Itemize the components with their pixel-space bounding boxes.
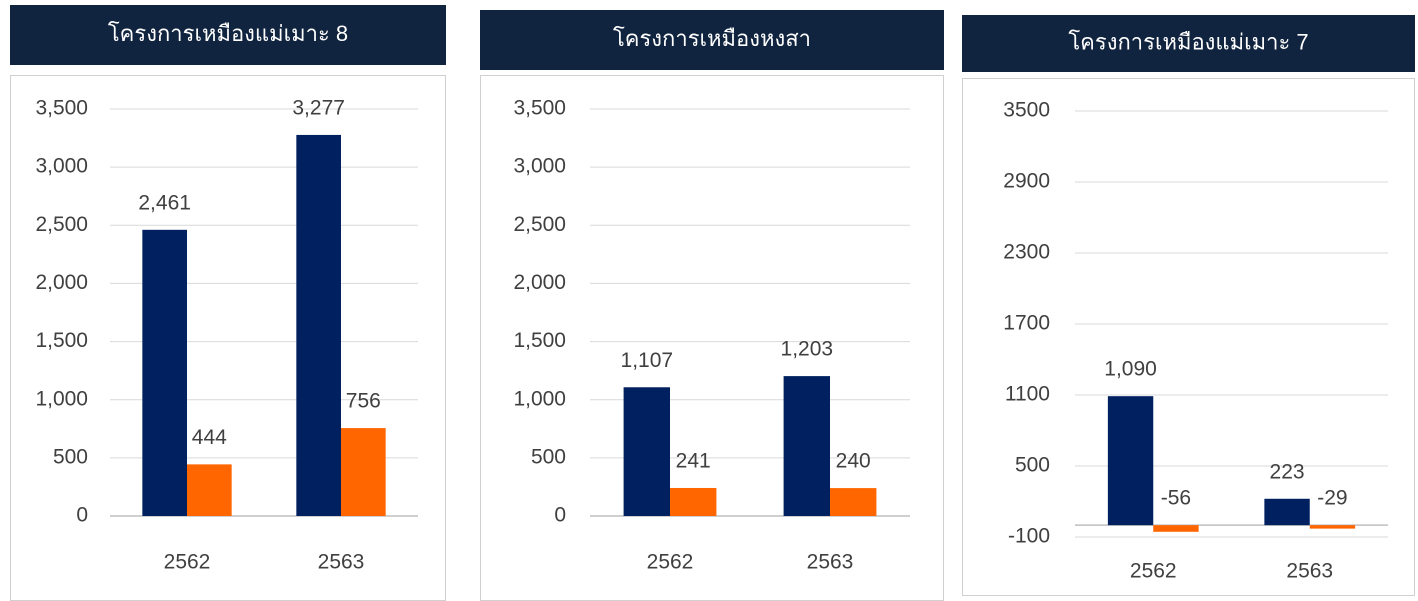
x-tick-label: 2562 [1130,560,1177,583]
data-label: 2,461 [138,191,191,214]
bar [670,487,717,516]
y-tick-label: 2300 [1003,241,1050,264]
y-tick-label: 1,000 [35,387,88,410]
data-label: 1,090 [1104,358,1157,381]
bar [1309,525,1356,529]
chart-title: โครงการเหมืองแม่เมาะ 8 [108,21,348,46]
y-tick-label: 3500 [1003,99,1050,122]
y-tick-label: 500 [53,445,88,468]
chart-title: โครงการเหมืองหงสา [613,26,811,51]
y-tick-label: 1,500 [35,329,88,352]
y-tick-label: 2,500 [35,213,88,236]
bar [341,428,386,516]
y-tick-label: 3,500 [35,97,88,120]
y-tick-label: 0 [554,504,566,527]
bar [623,387,670,516]
title-box [10,5,446,65]
data-label: 240 [836,450,871,473]
data-label: 3,277 [292,96,345,119]
y-tick-label: 2900 [1003,170,1050,193]
bar [1264,498,1310,526]
y-tick-label: 500 [1015,454,1050,477]
y-tick-label: 1,000 [513,387,566,410]
y-tick-label: 3,000 [513,155,566,178]
y-tick-label: 2,500 [513,213,566,236]
x-tick-label: 2562 [164,551,211,574]
panel [962,78,1415,596]
data-label: 444 [192,426,227,449]
bar [783,376,830,516]
y-tick-label: 2,000 [35,271,88,294]
bar [1153,525,1199,532]
bar [187,464,232,516]
data-label: 223 [1270,460,1305,483]
data-label: -29 [1317,487,1347,510]
y-tick-label: 500 [531,445,566,468]
title-box [480,10,944,70]
x-tick-label: 2562 [647,551,694,574]
y-tick-label: 1,500 [513,329,566,352]
y-tick-label: 1700 [1003,312,1050,335]
bar [142,229,187,516]
x-tick-label: 2563 [807,551,854,574]
data-label: 756 [346,390,381,413]
data-label: -56 [1161,487,1191,510]
title-box [962,15,1415,72]
y-tick-label: 1100 [1005,383,1050,406]
bar [1107,396,1154,526]
bar [830,488,877,516]
y-tick-label: 3,500 [513,97,566,120]
data-label: 241 [676,450,711,473]
y-tick-label: -100 [1008,525,1050,548]
x-tick-label: 2563 [1286,560,1333,583]
data-label: 1,203 [781,338,834,361]
x-tick-label: 2563 [318,551,365,574]
bar [296,134,341,517]
y-tick-label: 0 [76,504,88,527]
y-tick-label: 2,000 [513,271,566,294]
data-label: 1,107 [621,349,674,372]
chart-title: โครงการเหมืองแม่เมาะ 7 [1068,29,1308,54]
y-tick-label: 3,000 [35,155,88,178]
